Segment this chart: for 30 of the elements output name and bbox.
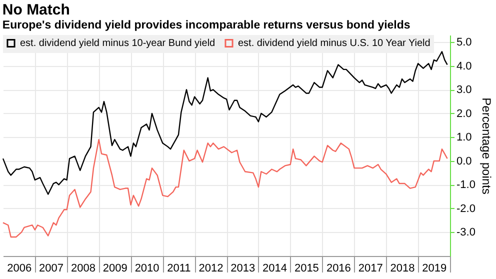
y-tick-label: 0.0 — [456, 155, 472, 168]
chart-title: No Match — [2, 2, 70, 18]
x-tick-label: 2010 — [134, 262, 160, 274]
line-series — [2, 138, 448, 238]
legend-label: est. dividend yield minus 10-year Bund yield — [20, 38, 216, 50]
x-tick-label: 2006 — [7, 262, 32, 274]
line-series — [2, 51, 448, 195]
x-tick-label: 2012 — [198, 262, 224, 274]
x-tick-label: 2009 — [102, 262, 128, 274]
x-tick-label: 2018 — [390, 262, 415, 274]
x-tick-label: 2017 — [358, 262, 383, 274]
x-tick-label: 2008 — [70, 262, 96, 274]
y-tick-label: 4.0 — [456, 60, 472, 72]
y-tick-label: -2.0 — [456, 202, 476, 215]
x-tick-label: 2016 — [326, 262, 351, 274]
x-tick-label: 2015 — [294, 262, 319, 274]
legend-label: est. dividend yield minus U.S. 10 Year Yield — [238, 38, 430, 50]
x-tick-label: 2019 — [422, 262, 447, 274]
x-tick-label: 2007 — [38, 262, 64, 274]
y-tick-label: 2.0 — [456, 108, 472, 120]
y-tick-label: -1.0 — [456, 179, 476, 192]
chart-subtitle: Europe's dividend yield provides incomparable returns versus bond yields — [2, 20, 410, 32]
x-tick-label: 2014 — [262, 262, 288, 274]
x-tick-label: 2011 — [167, 262, 191, 274]
y-tick-label: 1.0 — [456, 132, 472, 144]
y-tick-label: 5.0 — [456, 36, 472, 49]
y-tick-label: -3.0 — [456, 226, 476, 239]
y-tick-label: 3.0 — [456, 84, 472, 96]
y-axis-title: Percentage points — [479, 98, 494, 194]
x-tick-label: 2013 — [230, 262, 256, 274]
